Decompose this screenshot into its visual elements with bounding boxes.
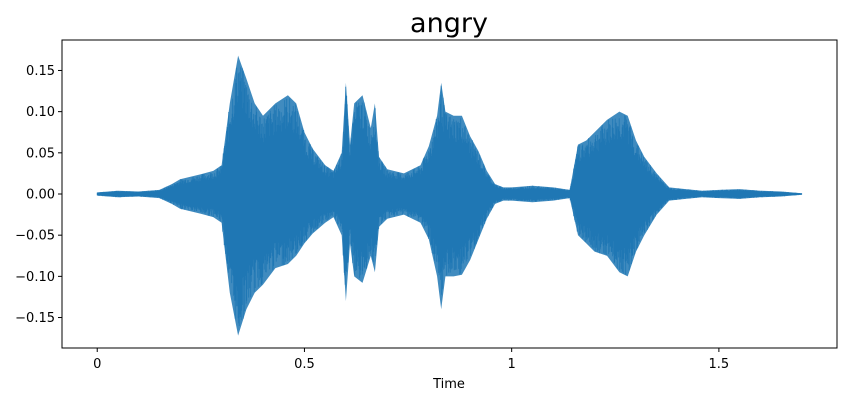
x-tick-label: 0.5 (294, 357, 315, 372)
waveform-marks (96, 55, 803, 336)
x-axis: 0 0.5 1 1.5 (93, 348, 729, 372)
y-tick-label: −0.10 (15, 270, 55, 285)
y-tick-label: 0.05 (26, 146, 55, 161)
x-tick-label: 1 (508, 357, 516, 372)
waveform-series (96, 67, 803, 326)
y-tick-label: −0.15 (15, 311, 55, 326)
x-tick-label: 0 (93, 357, 101, 372)
y-tick-label: 0.00 (26, 188, 55, 203)
y-tick-label: 0.15 (26, 64, 55, 79)
x-tick-label: 1.5 (709, 357, 730, 372)
y-axis: 0.15 0.10 0.05 0.00 −0.05 −0.10 −0.15 (15, 64, 62, 326)
y-tick-label: 0.10 (26, 105, 55, 120)
y-tick-label: −0.05 (15, 229, 55, 244)
x-axis-label: Time (432, 377, 465, 392)
chart-title: angry (410, 8, 488, 39)
